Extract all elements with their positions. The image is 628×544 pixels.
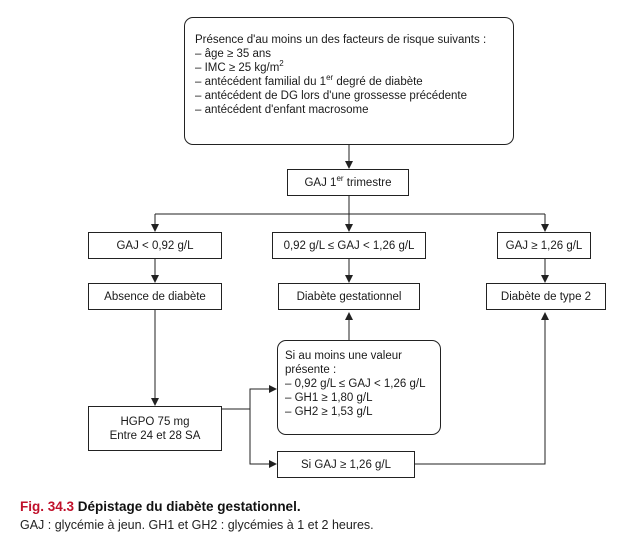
criteria-item-gaj: – 0,92 g/L ≤ GAJ < 1,26 g/L xyxy=(285,378,426,390)
arrow-hgpo-to-sigaj xyxy=(249,409,277,468)
risk-item-family: – antécédent familial du 1er degré de di… xyxy=(195,73,423,88)
gaj-first-trimester-box: GAJ 1er trimestre xyxy=(287,169,409,196)
si-gaj-box: Si GAJ ≥ 1,26 g/L xyxy=(277,451,415,478)
arrow-sigaj-to-type2 xyxy=(415,312,549,465)
outcome-gest-box: Diabète gestationnel xyxy=(278,283,420,310)
outcome-type2-box: Diabète de type 2 xyxy=(486,283,606,310)
criteria-item-gh2: – GH2 ≥ 1,53 g/L xyxy=(285,406,373,418)
hgpo-line-1: HGPO 75 mg xyxy=(120,415,190,428)
outcome-none-box: Absence de diabète xyxy=(88,283,222,310)
criteria-title-2: présente : xyxy=(285,364,337,376)
caption-legend: GAJ : glycémie à jeun. GH1 et GH2 : glyc… xyxy=(20,518,374,532)
hgpo-line-2: Entre 24 et 28 SA xyxy=(109,429,201,442)
criteria-item-gh1: – GH1 ≥ 1,80 g/L xyxy=(285,392,373,404)
branch-high-box: GAJ ≥ 1,26 g/L xyxy=(497,232,591,259)
risk-item-macrosome: – antécédent d'enfant macrosome xyxy=(195,104,369,116)
risk-factors-box: Présence d'au moins un des facteurs de r… xyxy=(184,17,514,145)
risk-title: Présence d'au moins un des facteurs de r… xyxy=(195,34,487,46)
branch-mid-box: 0,92 g/L ≤ GAJ < 1,26 g/L xyxy=(272,232,426,259)
criteria-title-1: Si au moins une valeur xyxy=(285,350,402,362)
figure-title: Dépistage du diabète gestationnel. xyxy=(74,499,301,514)
risk-item-age: – âge ≥ 35 ans xyxy=(195,48,272,60)
arrow-hgpo-to-criteria xyxy=(222,385,277,410)
connectors xyxy=(151,145,549,468)
risk-item-imc: – IMC ≥ 25 kg/m2 xyxy=(195,59,284,74)
branch-low-box: GAJ < 0,92 g/L xyxy=(88,232,222,259)
caption-title-line: Fig. 34.3 Dépistage du diabète gestation… xyxy=(20,497,620,516)
flowchart: Présence d'au moins un des facteurs de r… xyxy=(88,17,606,478)
risk-item-previous-dg: – antécédent de DG lors d'une grossesse … xyxy=(195,90,467,102)
figure-number: Fig. 34.3 xyxy=(20,499,75,514)
figure-caption: Fig. 34.3 Dépistage du diabète gestation… xyxy=(20,497,620,534)
hgpo-box: HGPO 75 mg Entre 24 et 28 SA xyxy=(88,406,222,451)
criteria-box: Si au moins une valeur présente : – 0,92… xyxy=(277,340,441,435)
